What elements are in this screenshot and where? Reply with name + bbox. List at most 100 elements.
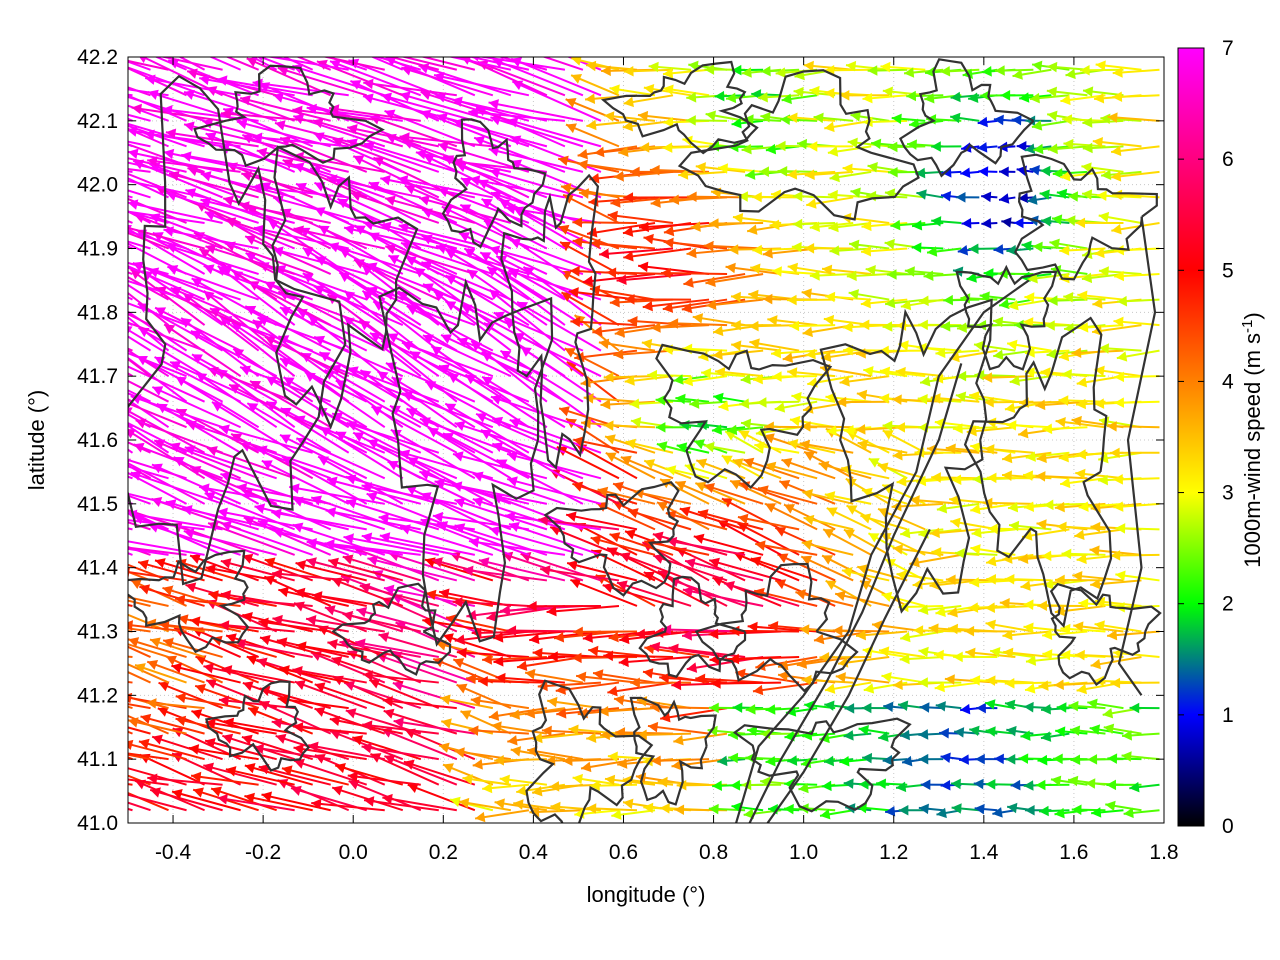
y-tick-label: 41.5: [77, 493, 118, 516]
wind-arrow-head: [236, 482, 248, 494]
wind-arrow: [306, 540, 403, 556]
wind-arrow: [128, 389, 151, 403]
wind-arrow-head: [651, 755, 661, 767]
wind-arrow-head: [743, 114, 754, 125]
wind-arrow-head: [88, 325, 99, 335]
wind-arrow-head: [571, 74, 583, 84]
wind-arrow-head: [647, 369, 658, 381]
wind-arrow: [511, 80, 602, 122]
wind-arrow-head: [109, 205, 119, 215]
wind-arrow-head: [384, 754, 396, 765]
wind-arrow: [555, 681, 620, 692]
wind-arrow-head: [768, 621, 779, 632]
wind-arrow-head: [880, 61, 891, 73]
wind-arrow-head: [824, 64, 835, 76]
wind-arrow-head: [378, 632, 390, 643]
wind-arrow-head: [982, 372, 993, 383]
wind-arrow-head: [387, 460, 399, 471]
wind-arrow-head: [361, 482, 373, 493]
wind-arrow-head: [458, 797, 470, 809]
wind-arrow-head: [1051, 214, 1063, 225]
wind-arrow: [668, 322, 728, 327]
wind-arrow-head: [292, 665, 303, 677]
wind-arrow-head: [556, 708, 567, 719]
wind-arrow: [326, 57, 368, 71]
wind-arrow-head: [572, 236, 583, 248]
wind-arrow-head: [902, 755, 913, 767]
wind-arrow-head: [785, 706, 797, 717]
wind-arrow: [293, 227, 385, 250]
wind-arrow-head: [353, 432, 365, 442]
wind-arrow: [246, 402, 332, 454]
wind-arrow-head: [703, 240, 714, 252]
wind-arrow-head: [261, 791, 273, 802]
wind-arrow-head: [1043, 499, 1054, 511]
wind-arrow-head: [1101, 169, 1112, 181]
wind-arrow: [128, 604, 133, 607]
wind-arrow: [146, 701, 205, 710]
wind-arrow-head: [662, 142, 673, 153]
wind-arrow-head: [826, 507, 838, 517]
wind-arrow-head: [792, 191, 803, 202]
wind-arrow-head: [388, 255, 400, 265]
wind-arrow-head: [476, 412, 488, 423]
wind-arrow-head: [1094, 620, 1105, 631]
wind-arrow-head: [663, 84, 674, 95]
wind-arrow-head: [558, 224, 570, 235]
wind-arrow-head: [233, 348, 245, 359]
wind-arrow-head: [747, 224, 758, 235]
wind-arrow-head: [173, 33, 184, 43]
wind-arrow-head: [931, 141, 941, 152]
wind-arrow: [242, 681, 314, 710]
wind-arrow-head: [1040, 731, 1052, 742]
wind-arrow: [435, 244, 530, 275]
wind-arrow-head: [101, 391, 112, 401]
wind-arrow-head: [586, 60, 597, 72]
wind-arrow-head: [154, 439, 166, 450]
wind-arrow-head: [1082, 117, 1093, 128]
wind-arrow: [570, 320, 638, 327]
wind-arrow: [496, 458, 584, 505]
wind-arrow-head: [593, 669, 604, 680]
wind-arrow-head: [704, 483, 715, 494]
wind-arrow-head: [454, 41, 465, 51]
wind-arrow: [326, 478, 422, 505]
wind-arrow-head: [46, 256, 57, 265]
wind-arrow-head: [993, 349, 1004, 361]
wind-arrow-head: [516, 660, 528, 672]
wind-arrow-head: [258, 617, 269, 628]
wind-arrow-head: [52, 328, 63, 337]
wind-arrow-head: [940, 779, 951, 791]
wind-arrow: [524, 671, 584, 684]
wind-arrow-head: [468, 725, 479, 736]
wind-arrow-head: [839, 90, 850, 101]
wind-arrow: [418, 64, 512, 97]
wind-arrow-head: [821, 351, 832, 363]
wind-arrow-head: [282, 159, 294, 169]
wind-arrow: [218, 698, 295, 710]
wind-arrow-head: [361, 532, 373, 543]
wind-arrow-head: [47, 313, 58, 323]
wind-arrow-head: [1089, 724, 1101, 735]
wind-arrow-head: [755, 540, 766, 551]
wind-arrow-head: [715, 367, 726, 378]
wind-arrow-head: [860, 297, 871, 309]
wind-arrow-head: [1025, 655, 1037, 666]
wind-arrow-head: [438, 141, 449, 153]
wind-arrow: [146, 660, 205, 684]
wind-arrow-head: [1076, 376, 1088, 388]
wind-arrow: [370, 57, 404, 71]
wind-arrow: [252, 135, 349, 148]
wind-arrow: [662, 298, 728, 311]
wind-arrow-head: [1006, 725, 1017, 737]
wind-arrow: [248, 280, 332, 326]
wind-arrow-head: [777, 553, 789, 564]
x-tick-label: 1.2: [879, 841, 908, 864]
wind-arrow-head: [760, 65, 771, 77]
wind-arrow-head: [985, 726, 996, 737]
wind-arrow-head: [765, 704, 776, 715]
wind-arrow: [478, 559, 566, 582]
wind-arrow-head: [571, 652, 582, 664]
wind-arrow: [294, 680, 368, 710]
wind-arrow-head: [846, 430, 858, 441]
